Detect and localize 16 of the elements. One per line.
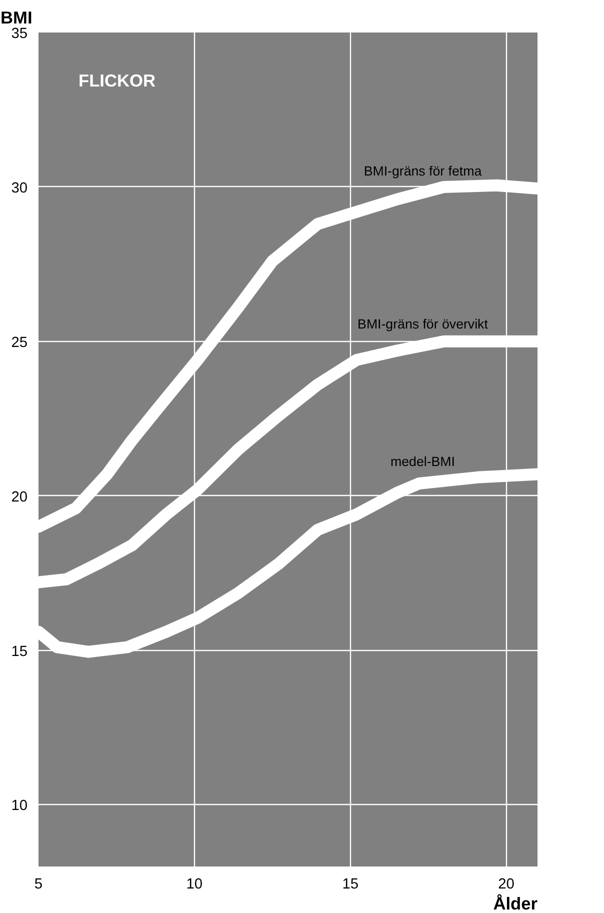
series-label: medel-BMI: [390, 454, 455, 470]
series-label: BMI-gräns för övervikt: [358, 316, 488, 332]
x-tick-label: 5: [34, 876, 43, 892]
y-tick-label: 10: [11, 798, 28, 814]
series-label: BMI-gräns för fetma: [364, 164, 482, 179]
x-tick-label: 15: [342, 876, 359, 892]
x-tick-label: 10: [186, 876, 203, 892]
x-axis-title: Ålder: [493, 894, 538, 913]
y-tick-label: 25: [11, 334, 28, 351]
y-tick-label: 15: [11, 644, 28, 660]
y-tick-label: 35: [11, 26, 28, 42]
text: FLICKOR: [78, 70, 156, 90]
x-tick-label: 20: [498, 876, 514, 892]
y-axis-title: BMI: [0, 8, 32, 28]
y-tick-label: 20: [11, 489, 28, 506]
y-tick-label: 30: [11, 180, 28, 196]
